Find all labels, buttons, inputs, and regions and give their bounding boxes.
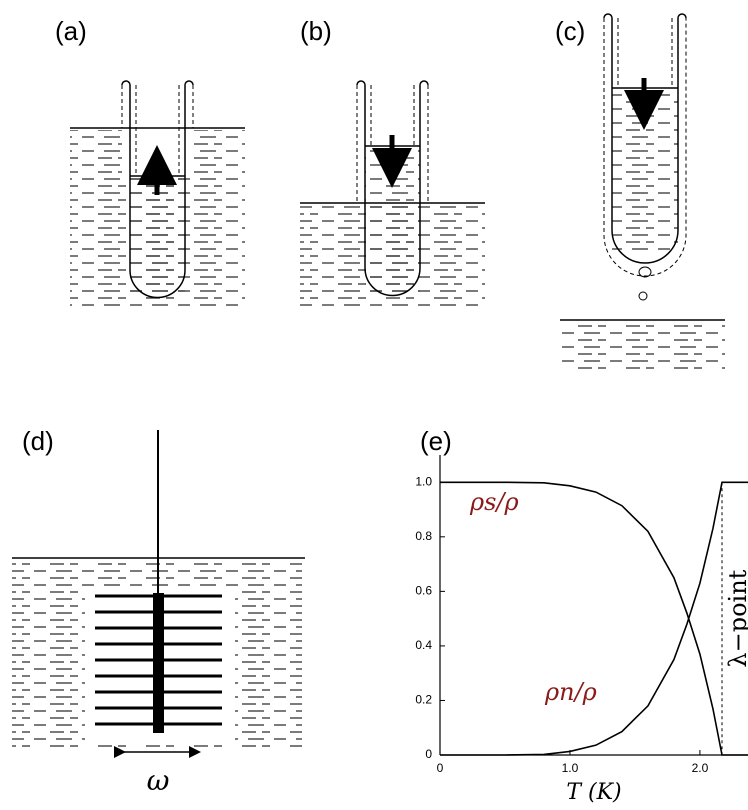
lambda-label: λ−point xyxy=(724,569,748,667)
series-label: ρs/ρ xyxy=(469,488,519,516)
diagram-c xyxy=(560,13,725,372)
series-line xyxy=(440,481,748,756)
y-tick-label: 0 xyxy=(425,747,432,761)
x-tick-label: 2.0 xyxy=(692,761,709,775)
x-tick-label: 1.0 xyxy=(562,761,579,775)
panel-label: (c) xyxy=(555,16,585,46)
omega-label: ω xyxy=(147,764,170,797)
panel-label: (e) xyxy=(420,426,452,456)
y-tick-label: 0.6 xyxy=(415,584,432,598)
panel-label: (b) xyxy=(300,16,332,46)
y-tick-label: 0.4 xyxy=(415,638,432,652)
diagram-a xyxy=(70,80,245,310)
series-label: ρn/ρ xyxy=(544,678,597,706)
series-line xyxy=(440,481,748,756)
x-tick-label: 0 xyxy=(437,761,444,775)
x-axis-label: T (K) xyxy=(566,780,621,805)
y-tick-label: 0.8 xyxy=(415,529,432,543)
diagram-d: ω xyxy=(12,430,305,797)
panel-label: (d) xyxy=(22,426,54,456)
diagram-b xyxy=(300,80,485,310)
y-tick-label: 1.0 xyxy=(415,474,432,488)
panel-label: (a) xyxy=(55,16,87,46)
y-tick-label: 0.2 xyxy=(415,693,432,707)
